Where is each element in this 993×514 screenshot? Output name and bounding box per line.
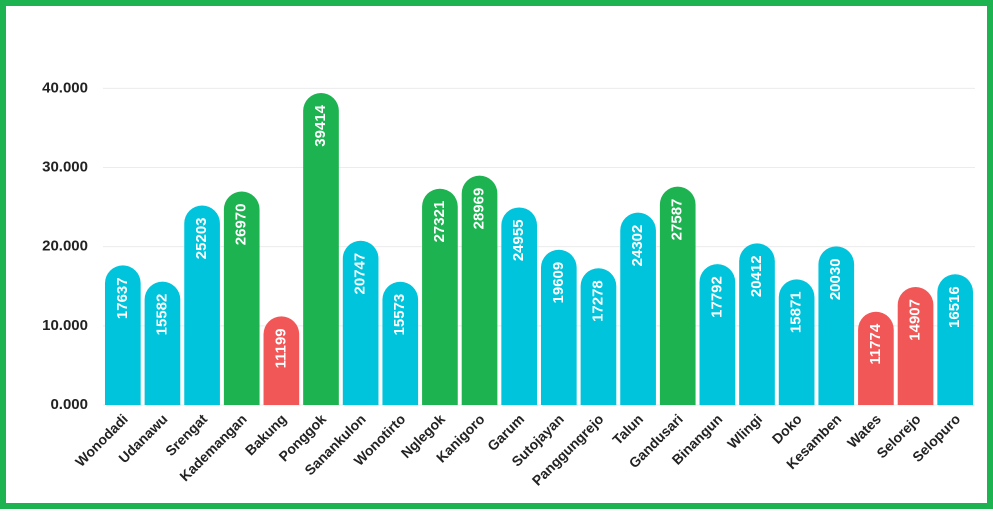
bar bbox=[263, 316, 300, 405]
value-label: 17792 bbox=[708, 276, 725, 318]
value-label: 14907 bbox=[907, 299, 924, 341]
bar bbox=[620, 212, 656, 405]
bar bbox=[778, 279, 815, 405]
bar bbox=[858, 311, 894, 405]
bar bbox=[184, 205, 220, 405]
value-label: 11774 bbox=[867, 323, 884, 365]
bar bbox=[739, 243, 775, 405]
y-tick-label: 10.000 bbox=[42, 317, 88, 334]
bar bbox=[659, 186, 696, 405]
value-label: 20030 bbox=[827, 258, 844, 300]
bar bbox=[897, 286, 934, 405]
y-tick-label: 40.000 bbox=[42, 79, 88, 96]
bar bbox=[937, 274, 974, 405]
value-label: 15582 bbox=[153, 294, 170, 336]
bar bbox=[580, 268, 617, 405]
value-label: 28969 bbox=[471, 188, 488, 230]
value-label: 27321 bbox=[431, 201, 448, 243]
value-label: 16516 bbox=[946, 286, 963, 328]
bar bbox=[342, 240, 379, 405]
bar bbox=[461, 175, 498, 405]
value-label: 19609 bbox=[550, 262, 567, 304]
value-label: 20412 bbox=[748, 255, 765, 297]
y-tick-label: 0.000 bbox=[50, 396, 88, 413]
bar bbox=[818, 246, 855, 405]
value-label: 15871 bbox=[788, 291, 805, 333]
bar bbox=[382, 281, 419, 405]
bar bbox=[540, 249, 577, 405]
value-label: 25203 bbox=[193, 217, 210, 259]
value-label: 17637 bbox=[114, 277, 131, 319]
value-label: 24955 bbox=[510, 219, 527, 261]
value-label: 15573 bbox=[391, 294, 408, 336]
value-label: 24302 bbox=[629, 225, 646, 267]
bar bbox=[223, 191, 260, 405]
value-label: 11199 bbox=[272, 328, 289, 368]
bar bbox=[699, 264, 736, 405]
y-tick-label: 20.000 bbox=[42, 238, 88, 255]
value-label: 27587 bbox=[669, 199, 686, 241]
value-label: 26970 bbox=[233, 203, 250, 245]
value-label: 39414 bbox=[312, 104, 329, 146]
value-label: 20747 bbox=[352, 253, 369, 295]
bar bbox=[144, 281, 181, 405]
bar bbox=[104, 265, 141, 405]
bar bbox=[422, 188, 458, 405]
bar bbox=[303, 92, 339, 405]
value-label: 17278 bbox=[589, 280, 606, 322]
y-tick-label: 30.000 bbox=[42, 158, 88, 175]
bar bbox=[501, 207, 538, 405]
